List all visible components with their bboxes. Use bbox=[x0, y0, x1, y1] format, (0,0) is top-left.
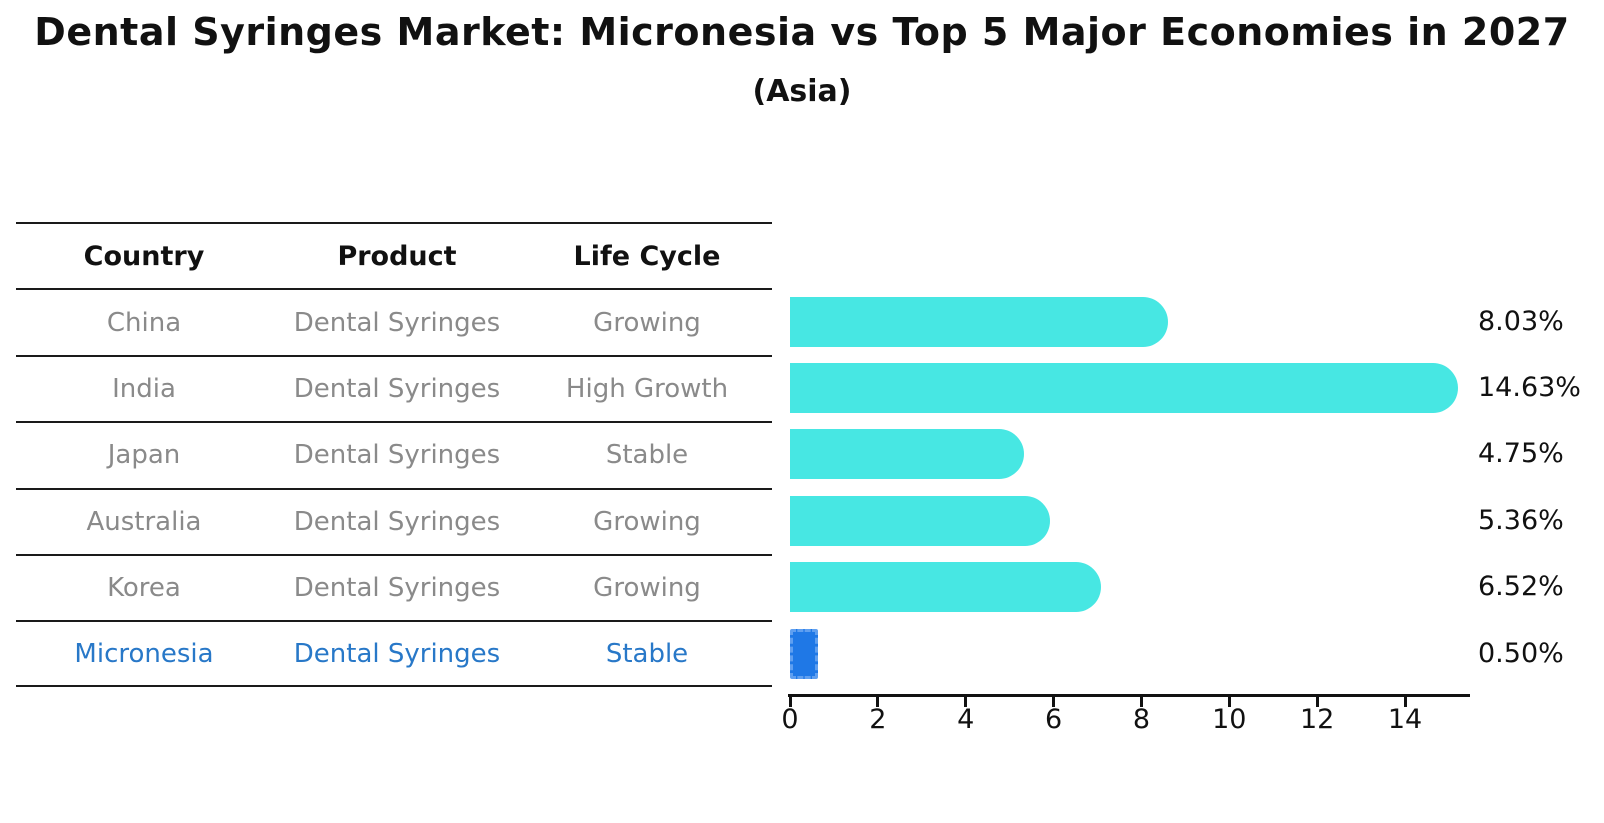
bar-korea bbox=[790, 562, 1102, 613]
bar-australia bbox=[790, 495, 1051, 546]
table-cell-life_cycle: Growing bbox=[593, 307, 701, 338]
x-axis-tick bbox=[964, 697, 968, 707]
table-cell-country: Korea bbox=[107, 573, 181, 604]
x-axis-tick bbox=[1403, 697, 1407, 707]
x-axis-tick-label: 12 bbox=[1299, 704, 1335, 735]
market-table: Country Product Life Cycle China Dental Syri… bbox=[16, 222, 772, 687]
x-axis-tick bbox=[1052, 697, 1056, 707]
x-axis-line bbox=[788, 694, 1470, 697]
x-axis-tick-label: 4 bbox=[957, 704, 975, 735]
bar-value-label: 4.75% bbox=[1478, 438, 1564, 470]
table-row: Micronesia Dental Syringes Stable bbox=[16, 620, 772, 687]
table-cell-life_cycle: Stable bbox=[605, 638, 689, 669]
bar-china bbox=[790, 296, 1168, 347]
x-axis-tick bbox=[1139, 697, 1143, 707]
bar-value-label: 5.36% bbox=[1478, 504, 1564, 536]
x-axis-tick bbox=[876, 697, 880, 707]
bar-japan bbox=[790, 429, 1024, 480]
x-axis-tick-label: 6 bbox=[1044, 704, 1063, 735]
table-cell-product: Dental Syringes bbox=[293, 506, 501, 537]
table-cell-product: Dental Syringes bbox=[293, 440, 501, 471]
table-cell-country: Japan bbox=[107, 440, 181, 471]
table-cell-product: Dental Syringes bbox=[293, 307, 501, 338]
x-axis-tick-label: 0 bbox=[781, 704, 799, 735]
bar-value-label: 14.63% bbox=[1478, 372, 1581, 403]
column-header: Life Cycle bbox=[573, 240, 721, 272]
table-cell-life_cycle: Growing bbox=[593, 573, 701, 604]
chart-title: Dental Syringes Market: Micronesia vs To… bbox=[34, 10, 1570, 54]
bar-value-label: 6.52% bbox=[1478, 571, 1564, 603]
x-axis-tick-label: 8 bbox=[1132, 704, 1151, 735]
chart-subtitle: (Asia) bbox=[752, 74, 852, 109]
table-cell-product: Dental Syringes bbox=[293, 573, 501, 604]
table-cell-country: Australia bbox=[86, 506, 202, 537]
table-header-row: Country Product Life Cycle bbox=[16, 222, 772, 288]
table-cell-life_cycle: Growing bbox=[593, 506, 701, 537]
bar-value-label: 0.50% bbox=[1478, 637, 1564, 669]
column-header: Product bbox=[337, 240, 457, 272]
table-cell-life_cycle: High Growth bbox=[565, 373, 729, 404]
bar-value-label: 8.03% bbox=[1478, 305, 1564, 337]
table-row: Korea Dental Syringes Growing bbox=[16, 553, 772, 620]
table-cell-country: China bbox=[106, 307, 182, 338]
table-cell-product: Dental Syringes bbox=[293, 373, 501, 404]
table-cell-product: Dental Syringes bbox=[293, 638, 501, 669]
x-axis-tick bbox=[1315, 697, 1319, 707]
table-cell-country: India bbox=[112, 373, 176, 404]
x-axis-tick bbox=[788, 697, 792, 707]
table-row: Japan Dental Syringes Stable bbox=[16, 421, 772, 487]
table-cell-country: Micronesia bbox=[74, 638, 214, 669]
x-axis-tick bbox=[1227, 697, 1231, 707]
x-axis-tick-label: 14 bbox=[1387, 704, 1423, 735]
column-header: Country bbox=[83, 240, 205, 272]
bar-micronesia bbox=[790, 628, 818, 679]
table-row: Australia Dental Syringes Growing bbox=[16, 487, 772, 554]
table-row: China Dental Syringes Growing bbox=[16, 288, 772, 354]
x-axis-tick-label: 2 bbox=[869, 704, 887, 735]
x-axis-tick-label: 10 bbox=[1212, 704, 1247, 735]
table-row: India Dental Syringes High Growth bbox=[16, 354, 772, 421]
table-cell-life_cycle: Stable bbox=[605, 440, 689, 471]
bar-india bbox=[790, 363, 1458, 413]
